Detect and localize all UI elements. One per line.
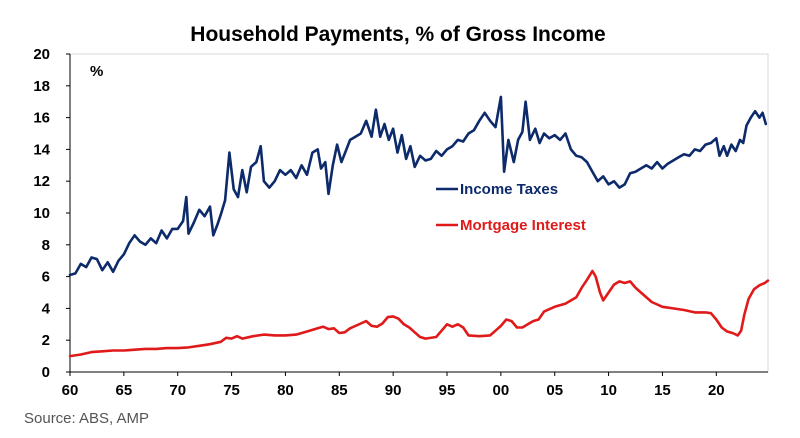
- y-tick-label: 12: [33, 173, 50, 190]
- y-tick-label: 6: [42, 269, 50, 286]
- plot-area: [69, 53, 769, 373]
- legend-label: Mortgage Interest: [460, 217, 586, 234]
- x-tick-label: 90: [385, 382, 402, 399]
- y-tick-label: 14: [33, 141, 50, 158]
- x-tick-label: 00: [493, 382, 510, 399]
- x-tick-label: 70: [169, 382, 186, 399]
- y-tick-label: 2: [42, 332, 50, 349]
- source-note: Source: ABS, AMP: [24, 410, 150, 427]
- chart-title: Household Payments, % of Gross Income: [190, 23, 605, 46]
- x-tick-label: 20: [708, 382, 725, 399]
- legend: Income Taxes Mortgage Interest: [436, 181, 586, 234]
- x-tick-label: 05: [546, 382, 563, 399]
- x-tick-label: 65: [116, 382, 133, 399]
- x-tick-label: 80: [277, 382, 294, 399]
- plot-frame: [69, 53, 769, 373]
- x-tick-label: 75: [223, 382, 240, 399]
- x-tick-label: 95: [439, 382, 456, 399]
- y-tick-label: 10: [33, 205, 50, 222]
- x-tick-label: 15: [654, 382, 671, 399]
- y-tick-label: 4: [42, 300, 51, 317]
- legend-label: Income Taxes: [460, 181, 558, 198]
- x-tick-label: 60: [62, 382, 79, 399]
- x-axis: 60 65 70 75 80 85 90 95 00 05 10 15 20: [62, 371, 768, 399]
- y-unit-label: %: [90, 63, 103, 80]
- y-tick-label: 18: [33, 78, 50, 95]
- y-axis: 0 2 4 6 8 10 12 14 16 18 20: [33, 46, 71, 381]
- x-tick-label: 10: [600, 382, 617, 399]
- series-line-income-taxes: [68, 95, 768, 277]
- y-tick-label: 16: [33, 110, 50, 127]
- x-tick-label: 85: [331, 382, 348, 399]
- series-layer: [68, 95, 770, 358]
- y-tick-label: 0: [42, 364, 50, 381]
- y-tick-label: 8: [42, 237, 50, 254]
- y-tick-label: 20: [33, 46, 50, 63]
- series-line-mortgage-interest: [68, 269, 770, 358]
